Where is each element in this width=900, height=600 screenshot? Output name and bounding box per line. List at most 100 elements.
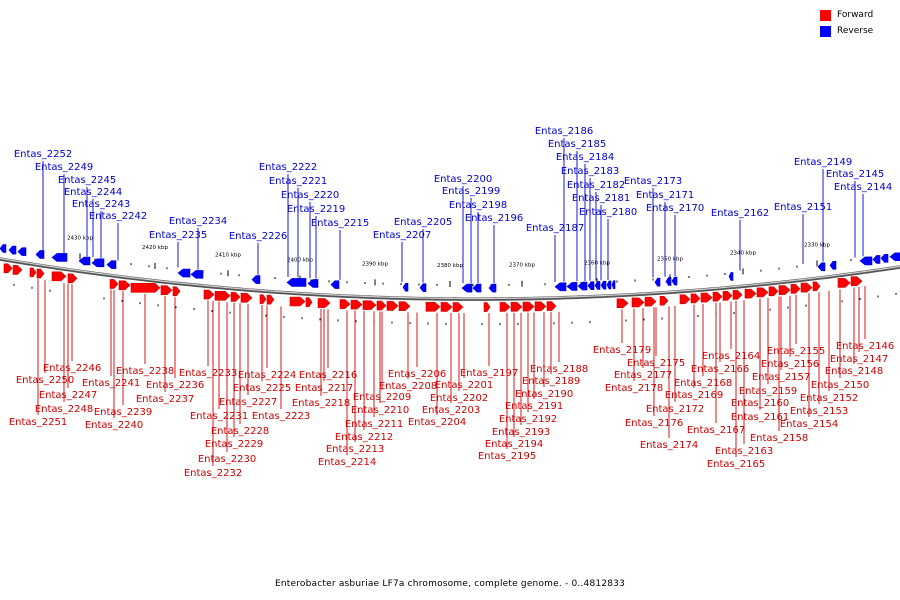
forward-gene-arrow	[386, 301, 399, 311]
forward-gene-arrow	[376, 300, 387, 311]
forward-gene-label: Entas_2154	[780, 419, 838, 430]
reverse-gene-arrow	[606, 280, 612, 290]
forward-gene-label: Entas_2229	[205, 439, 263, 450]
forward-gene-arrow	[12, 265, 23, 275]
forward-gene-label: Entas_2228	[211, 426, 269, 437]
reverse-gene-arrow	[330, 280, 340, 289]
reverse-gene-arrow	[728, 272, 734, 281]
forward-gene-label: Entas_2157	[752, 372, 810, 383]
reverse-gene-label: Entas_2207	[373, 230, 431, 241]
reverse-gene-label: Entas_2252	[14, 149, 72, 160]
forward-gene-label: Entas_2172	[646, 404, 704, 415]
forward-gene-label: Entas_2247	[39, 390, 97, 401]
forward-gene-label: Entas_2233	[179, 368, 237, 379]
forward-gene-label: Entas_2202	[430, 393, 488, 404]
reverse-gene-arrow	[872, 255, 881, 264]
reverse-gene-label: Entas_2181	[572, 193, 630, 204]
reverse-gene-arrow	[17, 247, 27, 256]
legend-label-forward: Forward	[837, 10, 874, 20]
reverse-gene-arrow	[817, 262, 826, 272]
reverse-gene-label: Entas_2235	[149, 230, 207, 241]
reverse-gene-label: Entas_2151	[774, 202, 832, 213]
reverse-gene-label: Entas_2244	[64, 187, 122, 198]
forward-gene-label: Entas_2150	[811, 380, 869, 391]
reverse-gene-label: Entas_2185	[548, 139, 606, 150]
forward-gene-arrow	[398, 301, 411, 312]
forward-gene-arrow	[29, 267, 37, 278]
forward-gene-label: Entas_2250	[16, 375, 74, 386]
forward-gene-label: Entas_2193	[492, 427, 550, 438]
forward-gene-label: Entas_2190	[515, 389, 573, 400]
reverse-gene-arrow	[91, 258, 105, 268]
forward-gene-label: Entas_2224	[238, 370, 296, 381]
forward-gene-label: Entas_2230	[198, 454, 256, 465]
forward-gene-label: Entas_2178	[605, 383, 663, 394]
forward-gene-label: Entas_2166	[691, 364, 749, 375]
forward-gene-label: Entas_2232	[184, 468, 242, 479]
forward-gene-arrow	[3, 263, 13, 274]
reverse-swatch	[820, 25, 831, 37]
reverse-gene-arrow	[671, 276, 678, 286]
forward-gene-arrow	[522, 301, 535, 312]
forward-gene-label: Entas_2208	[379, 381, 437, 392]
reverse-gene-arrow	[190, 270, 204, 279]
forward-gene-label: Entas_2246	[43, 363, 101, 374]
forward-gene-label: Entas_2153	[790, 406, 848, 417]
forward-gene-label: Entas_2212	[335, 432, 393, 443]
reverse-gene-arrow	[587, 281, 595, 291]
forward-gene-label: Entas_2159	[739, 386, 797, 397]
reverse-gene-arrow	[880, 253, 889, 263]
forward-gene-arrow	[722, 290, 733, 301]
forward-gene-label: Entas_2156	[761, 359, 819, 370]
forward-gene-label: Entas_2147	[830, 354, 888, 365]
forward-gene-label: Entas_2227	[219, 397, 277, 408]
forward-gene-label: Entas_2251	[9, 417, 67, 428]
forward-gene-arrow	[109, 279, 119, 289]
reverse-gene-label: Entas_2200	[434, 174, 492, 185]
reverse-gene-label: Entas_2234	[169, 216, 227, 227]
forward-gene-label: Entas_2209	[353, 392, 411, 403]
forward-gene-arrow	[240, 293, 253, 303]
reverse-gene-arrow	[8, 245, 17, 255]
forward-gene-label: Entas_2241	[82, 378, 140, 389]
forward-gene-arrow	[130, 283, 161, 293]
forward-gene-label: Entas_2188	[530, 364, 588, 375]
reverse-gene-label: Entas_2173	[624, 176, 682, 187]
reverse-gene-label: Entas_2184	[556, 152, 614, 163]
reverse-gene-label: Entas_2198	[449, 200, 507, 211]
forward-gene-arrow	[850, 276, 863, 287]
forward-gene-label: Entas_2155	[767, 346, 825, 357]
forward-gene-label: Entas_2203	[422, 405, 480, 416]
forward-gene-arrow	[214, 290, 231, 301]
reverse-gene-label: Entas_2149	[794, 157, 852, 168]
scale-tick-label: 2330 kbp	[804, 242, 830, 248]
scale-tick-label: 2390 kbp	[362, 261, 388, 267]
forward-gene-label: Entas_2189	[522, 376, 580, 387]
forward-gene-arrow	[67, 273, 78, 284]
reverse-gene-arrow	[600, 280, 607, 290]
forward-gene-arrow	[659, 295, 669, 306]
reverse-gene-arrow	[594, 281, 601, 290]
forward-gene-arrow	[362, 300, 377, 310]
reverse-gene-arrow	[461, 283, 473, 293]
forward-gene-label: Entas_2179	[593, 345, 651, 356]
reverse-gene-label: Entas_2196	[465, 213, 523, 224]
reverse-gene-arrow	[419, 283, 427, 292]
forward-gene-label: Entas_2191	[505, 401, 563, 412]
forward-gene-arrow	[812, 281, 821, 292]
reverse-gene-label: Entas_2220	[281, 190, 339, 201]
reverse-gene-label: Entas_2226	[229, 231, 287, 242]
reverse-gene-arrow	[488, 283, 497, 293]
reverse-gene-label: Entas_2187	[526, 223, 584, 234]
forward-gene-label: Entas_2211	[345, 419, 403, 430]
reverse-gene-arrow	[106, 260, 117, 269]
forward-gene-label: Entas_2176	[625, 418, 683, 429]
forward-gene-label: Entas_2218	[292, 398, 350, 409]
reverse-gene-label: Entas_2171	[636, 190, 694, 201]
forward-gene-label: Entas_2216	[299, 370, 357, 381]
scale-tick-label: 2360 kbp	[584, 260, 610, 266]
forward-gene-arrow	[289, 296, 306, 307]
reverse-gene-label: Entas_2144	[834, 182, 892, 193]
forward-gene-arrow	[483, 302, 491, 312]
